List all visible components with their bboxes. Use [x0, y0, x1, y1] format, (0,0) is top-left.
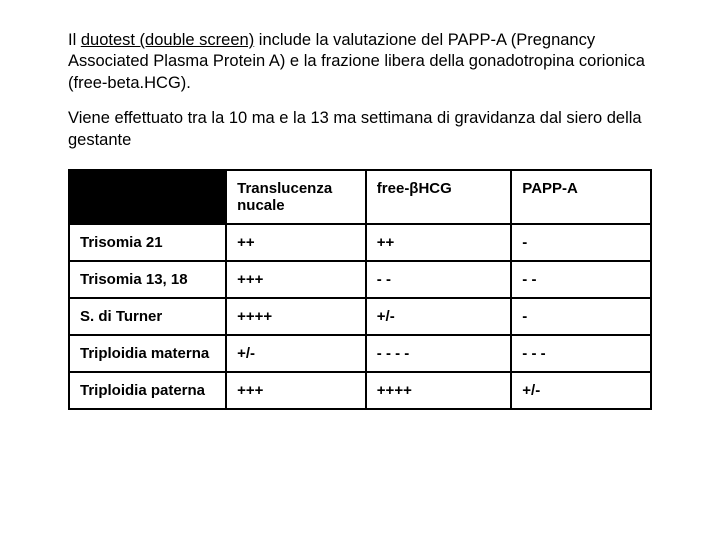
table-col-header: free-βHCG	[366, 170, 512, 224]
table-cell: ++++	[226, 298, 366, 335]
table-cell: - - -	[511, 335, 651, 372]
table-col-header: PAPP-A	[511, 170, 651, 224]
intro-p1-underlined: duotest (double screen)	[81, 31, 254, 49]
table-row-label: S. di Turner	[69, 298, 226, 335]
table-cell: -	[511, 298, 651, 335]
table-row-label: Trisomia 21	[69, 224, 226, 261]
table-cell: ++	[226, 224, 366, 261]
table-header-row: Translucenza nucale free-βHCG PAPP-A	[69, 170, 651, 224]
table-cell: - -	[366, 261, 512, 298]
table-cell: ++	[366, 224, 512, 261]
intro-paragraph-1: Il duotest (double screen) include la va…	[68, 30, 652, 94]
table-row-label: Triploidia paterna	[69, 372, 226, 409]
table-cell: ++++	[366, 372, 512, 409]
table-row: S. di Turner ++++ +/- -	[69, 298, 651, 335]
table-row-label: Trisomia 13, 18	[69, 261, 226, 298]
table-row-label: Triploidia materna	[69, 335, 226, 372]
table-cell: +/-	[366, 298, 512, 335]
table-cell: -	[511, 224, 651, 261]
table-row: Triploidia materna +/- - - - - - - -	[69, 335, 651, 372]
table-cell: - - - -	[366, 335, 512, 372]
table-cell: +/-	[226, 335, 366, 372]
table-cell: - -	[511, 261, 651, 298]
table-col-header: Translucenza nucale	[226, 170, 366, 224]
intro-paragraph-2: Viene effettuato tra la 10 ma e la 13 ma…	[68, 108, 652, 151]
intro-p1-pre: Il	[68, 31, 81, 49]
table-cell: +/-	[511, 372, 651, 409]
slide-content: Il duotest (double screen) include la va…	[0, 0, 720, 430]
table-corner-cell	[69, 170, 226, 224]
table-row: Triploidia paterna +++ ++++ +/-	[69, 372, 651, 409]
table-cell: +++	[226, 372, 366, 409]
table-cell: +++	[226, 261, 366, 298]
table-row: Trisomia 21 ++ ++ -	[69, 224, 651, 261]
duotest-table: Translucenza nucale free-βHCG PAPP-A Tri…	[68, 169, 652, 410]
table-row: Trisomia 13, 18 +++ - - - -	[69, 261, 651, 298]
